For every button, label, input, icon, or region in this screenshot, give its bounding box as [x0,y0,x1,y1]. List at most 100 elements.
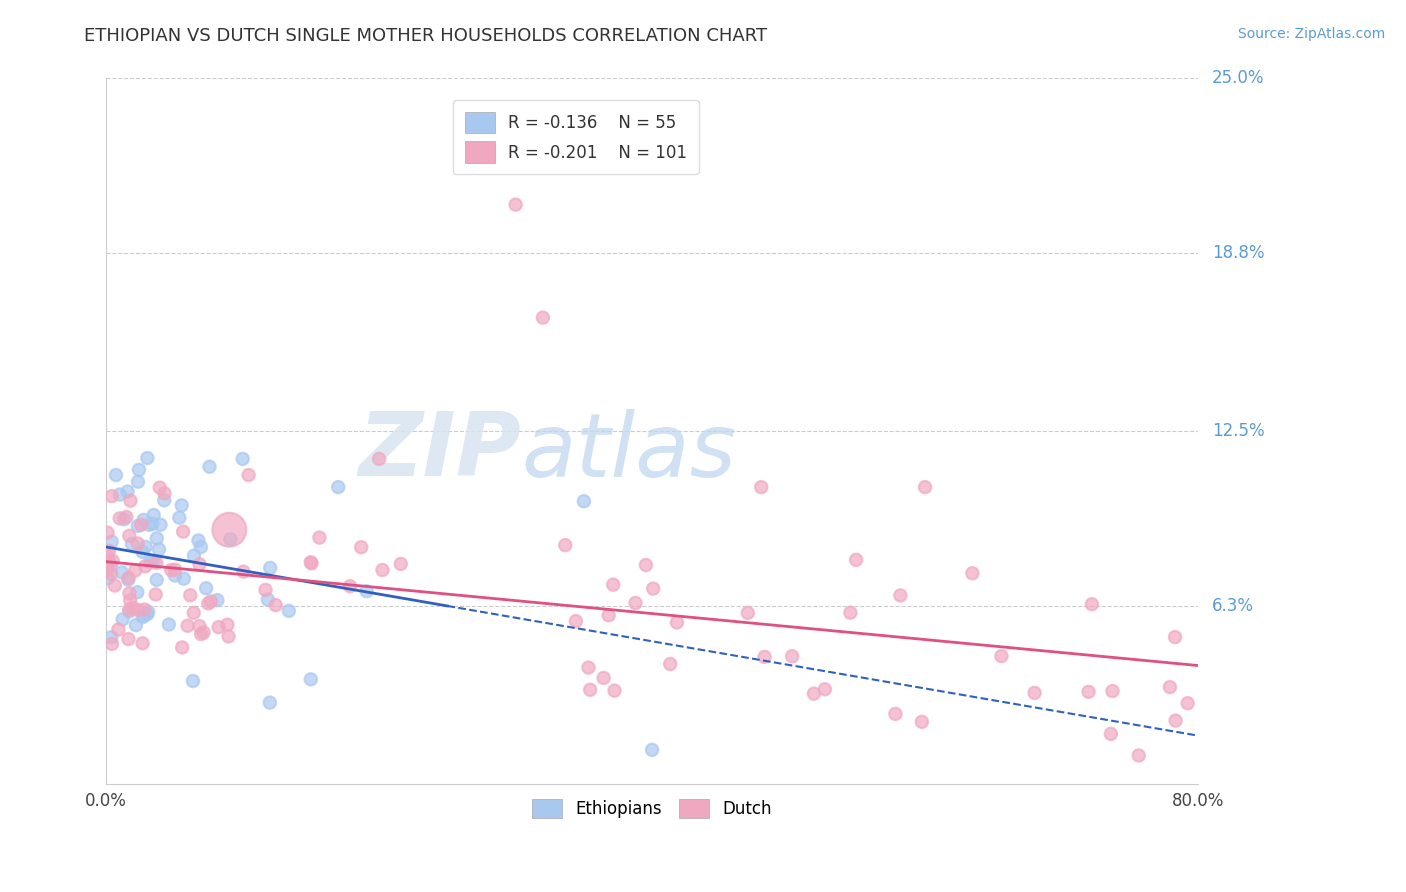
Point [643,582,665,596]
Point [118,586,141,600]
Point [602,577,624,591]
Point [389,557,412,571]
Point [117,571,139,585]
Point [132,513,155,527]
Point [911,714,934,729]
Point [97,544,120,558]
Point [1128,748,1150,763]
Text: Source: ZipAtlas.com: Source: ZipAtlas.com [1237,27,1385,41]
Point [754,649,776,664]
Point [531,310,554,325]
Point [145,573,167,587]
Point [207,593,229,607]
Point [634,558,657,572]
Point [172,524,194,539]
Point [232,565,254,579]
Point [190,540,212,554]
Point [277,604,299,618]
Point [121,537,143,551]
Point [120,593,142,607]
Point [121,600,143,615]
Point [97,571,120,585]
Point [238,468,260,483]
Point [181,673,204,688]
Point [153,493,176,508]
Point [142,554,165,568]
Point [153,486,176,500]
Text: ETHIOPIAN VS DUTCH SINGLE MOTHER HOUSEHOLDS CORRELATION CHART: ETHIOPIAN VS DUTCH SINGLE MOTHER HOUSEHO… [84,27,768,45]
Point [127,603,149,617]
Text: ZIP: ZIP [359,409,522,495]
Point [188,619,211,633]
Point [117,484,139,499]
Point [100,534,122,549]
Point [160,563,183,577]
Point [780,649,803,664]
Point [264,598,287,612]
Point [1024,686,1046,700]
Point [101,554,124,568]
Point [134,608,156,623]
Point [603,683,626,698]
Point [134,602,156,616]
Point [100,630,122,644]
Point [845,553,868,567]
Point [120,493,142,508]
Point [124,564,146,578]
Point [1159,680,1181,694]
Point [592,671,614,685]
Point [112,512,135,526]
Point [132,610,155,624]
Point [624,596,647,610]
Point [200,594,222,608]
Point [1101,684,1123,698]
Point [131,545,153,559]
Point [108,511,131,525]
Point [188,558,211,572]
Point [368,451,391,466]
Point [135,540,157,554]
Point [163,568,186,582]
Point [149,517,172,532]
Point [111,566,134,580]
Point [1164,714,1187,728]
Point [127,519,149,533]
Point [146,531,169,545]
Point [257,592,280,607]
Point [889,589,911,603]
Point [138,517,160,532]
Point [962,566,984,581]
Point [299,673,322,687]
Point [149,481,172,495]
Point [1164,630,1187,644]
Point [101,637,124,651]
Point [350,540,373,554]
Point [190,627,212,641]
Text: atlas: atlas [522,409,735,495]
Text: 18.8%: 18.8% [1212,244,1264,261]
Legend: Ethiopians, Dutch: Ethiopians, Dutch [526,792,779,825]
Point [104,468,127,483]
Point [145,556,167,570]
Point [259,561,281,575]
Point [598,608,620,623]
Point [170,499,193,513]
Point [179,588,201,602]
Point [127,585,149,599]
Text: 6.3%: 6.3% [1212,597,1254,615]
Point [371,563,394,577]
Point [232,451,254,466]
Point [136,607,159,622]
Point [195,581,218,595]
Point [131,636,153,650]
Point [328,480,350,494]
Point [814,682,837,697]
Point [141,516,163,531]
Point [98,554,121,568]
Point [118,603,141,617]
Point [100,566,122,581]
Point [142,508,165,522]
Point [169,510,191,524]
Point [737,606,759,620]
Point [665,615,688,630]
